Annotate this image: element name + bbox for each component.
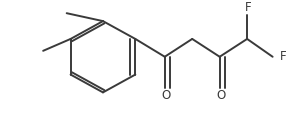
Text: O: O <box>217 89 226 102</box>
Text: F: F <box>280 50 286 63</box>
Text: O: O <box>162 89 171 102</box>
Text: F: F <box>245 1 252 15</box>
